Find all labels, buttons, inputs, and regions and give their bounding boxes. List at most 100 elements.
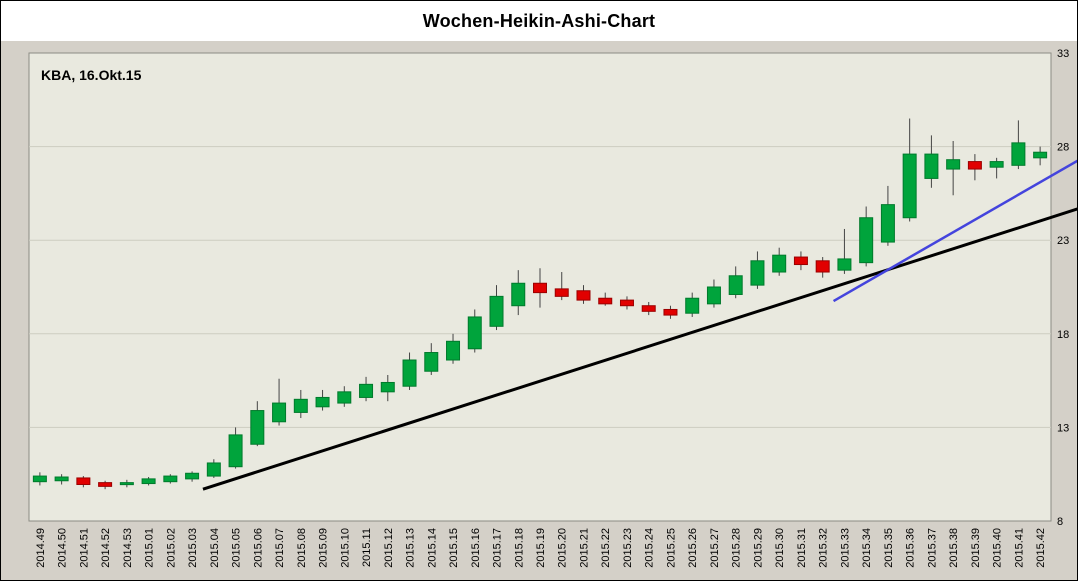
candle-up [424,352,439,372]
x-axis-label: 2015.17 [492,528,504,568]
x-axis-label: 2015.07 [274,528,286,568]
x-axis-label: 2015.02 [165,528,177,568]
x-axis-label: 2014.49 [35,528,47,568]
candle-up [1011,142,1026,166]
candle-up [380,381,395,393]
candle-up [250,410,265,445]
x-axis-label: 2015.30 [774,528,786,568]
x-axis-label: 2014.51 [78,528,90,568]
trendline-black [202,207,1077,491]
x-axis-label: 2015.20 [557,528,569,568]
x-axis-label: 2015.28 [731,528,743,568]
candle-up [359,383,374,398]
candle-up [315,396,330,408]
x-axis-label: 2015.23 [622,528,634,568]
candle-down [554,288,569,297]
candle-up [1033,151,1048,159]
x-axis-label: 2015.03 [187,528,199,568]
candle-up [206,462,221,477]
candle-up [54,476,69,482]
x-axis-label: 2015.34 [861,528,873,568]
candle-up [728,275,743,295]
candle-down [641,305,656,312]
candle-up [924,153,939,179]
x-axis-label: 2015.19 [535,528,547,568]
candle-up [902,153,917,219]
candle-up [337,391,352,404]
x-axis-label: 2015.39 [970,528,982,568]
x-axis-label: 2015.18 [513,528,525,568]
candle-up [402,359,417,387]
x-axis-label: 2015.31 [796,528,808,568]
candle-up [467,316,482,350]
candle-down [619,299,634,307]
x-axis-label: 2014.52 [100,528,112,568]
chart-title: Wochen-Heikin-Ashi-Chart [422,10,656,31]
candle-up [859,217,874,264]
x-axis-label: 2015.33 [839,528,851,568]
candle-up [446,340,461,361]
y-axis-label: 28 [1057,142,1069,154]
candle-up [706,286,721,305]
candle-up [880,204,895,243]
x-axis-label: 2015.10 [339,528,351,568]
y-axis-label: 23 [1057,235,1069,247]
x-axis-label: 2015.40 [992,528,1004,568]
candle-down [76,477,91,485]
x-axis-label: 2015.14 [426,528,438,568]
x-axis-label: 2015.06 [252,528,264,568]
x-axis-label: 2015.27 [709,528,721,568]
x-axis-label: 2014.50 [57,528,69,568]
x-axis-label: 2015.04 [209,528,221,568]
candle-down [576,290,591,301]
x-axis-label: 2015.05 [231,528,243,568]
x-axis-label: 2015.41 [1013,528,1025,568]
x-axis-label: 2015.25 [665,528,677,568]
candle-up [772,254,787,273]
x-axis-label: 2015.26 [687,528,699,568]
x-axis-label: 2015.11 [361,528,373,567]
candle-up [685,297,700,314]
x-axis-label: 2015.38 [948,528,960,568]
candle-down [815,260,830,273]
x-axis-label: 2015.35 [883,528,895,568]
y-axis-label: 13 [1057,422,1069,434]
y-axis-label: 18 [1057,329,1069,341]
candle-up [946,159,961,170]
candle-up [293,398,308,413]
y-axis-label: 33 [1057,48,1069,60]
candle-up [228,434,243,468]
x-axis-label: 2015.42 [1035,528,1047,568]
candle-up [32,475,47,483]
candle-up [511,282,526,307]
x-axis-label: 2015.12 [383,528,395,568]
candle-up [163,475,178,483]
x-axis-label: 2015.08 [296,528,308,568]
candle-up [489,295,504,327]
trendline-blue [832,159,1077,303]
candle-up [272,402,287,423]
candle-up [119,482,134,486]
x-axis-label: 2015.09 [318,528,330,568]
x-axis-label: 2014.53 [122,528,134,568]
x-axis-label: 2015.15 [448,528,460,568]
title-band: Wochen-Heikin-Ashi-Chart [1,1,1077,41]
instrument-label: KBA, 16.Okt.15 [41,67,142,83]
candle-down [967,161,982,170]
x-axis-label: 2015.13 [405,528,417,568]
y-axis-label: 8 [1057,516,1063,528]
candle-down [533,282,547,294]
candle-up [141,478,156,485]
x-axis-label: 2015.21 [578,528,590,568]
candle-up [837,258,852,271]
candle-down [598,297,613,305]
x-axis-label: 2015.36 [905,528,917,568]
candle-up [750,260,765,286]
candle-up [185,472,200,480]
candle-down [98,482,113,487]
candle-down [663,308,678,316]
x-axis-label: 2015.37 [926,528,938,568]
x-axis-label: 2015.01 [144,528,156,568]
